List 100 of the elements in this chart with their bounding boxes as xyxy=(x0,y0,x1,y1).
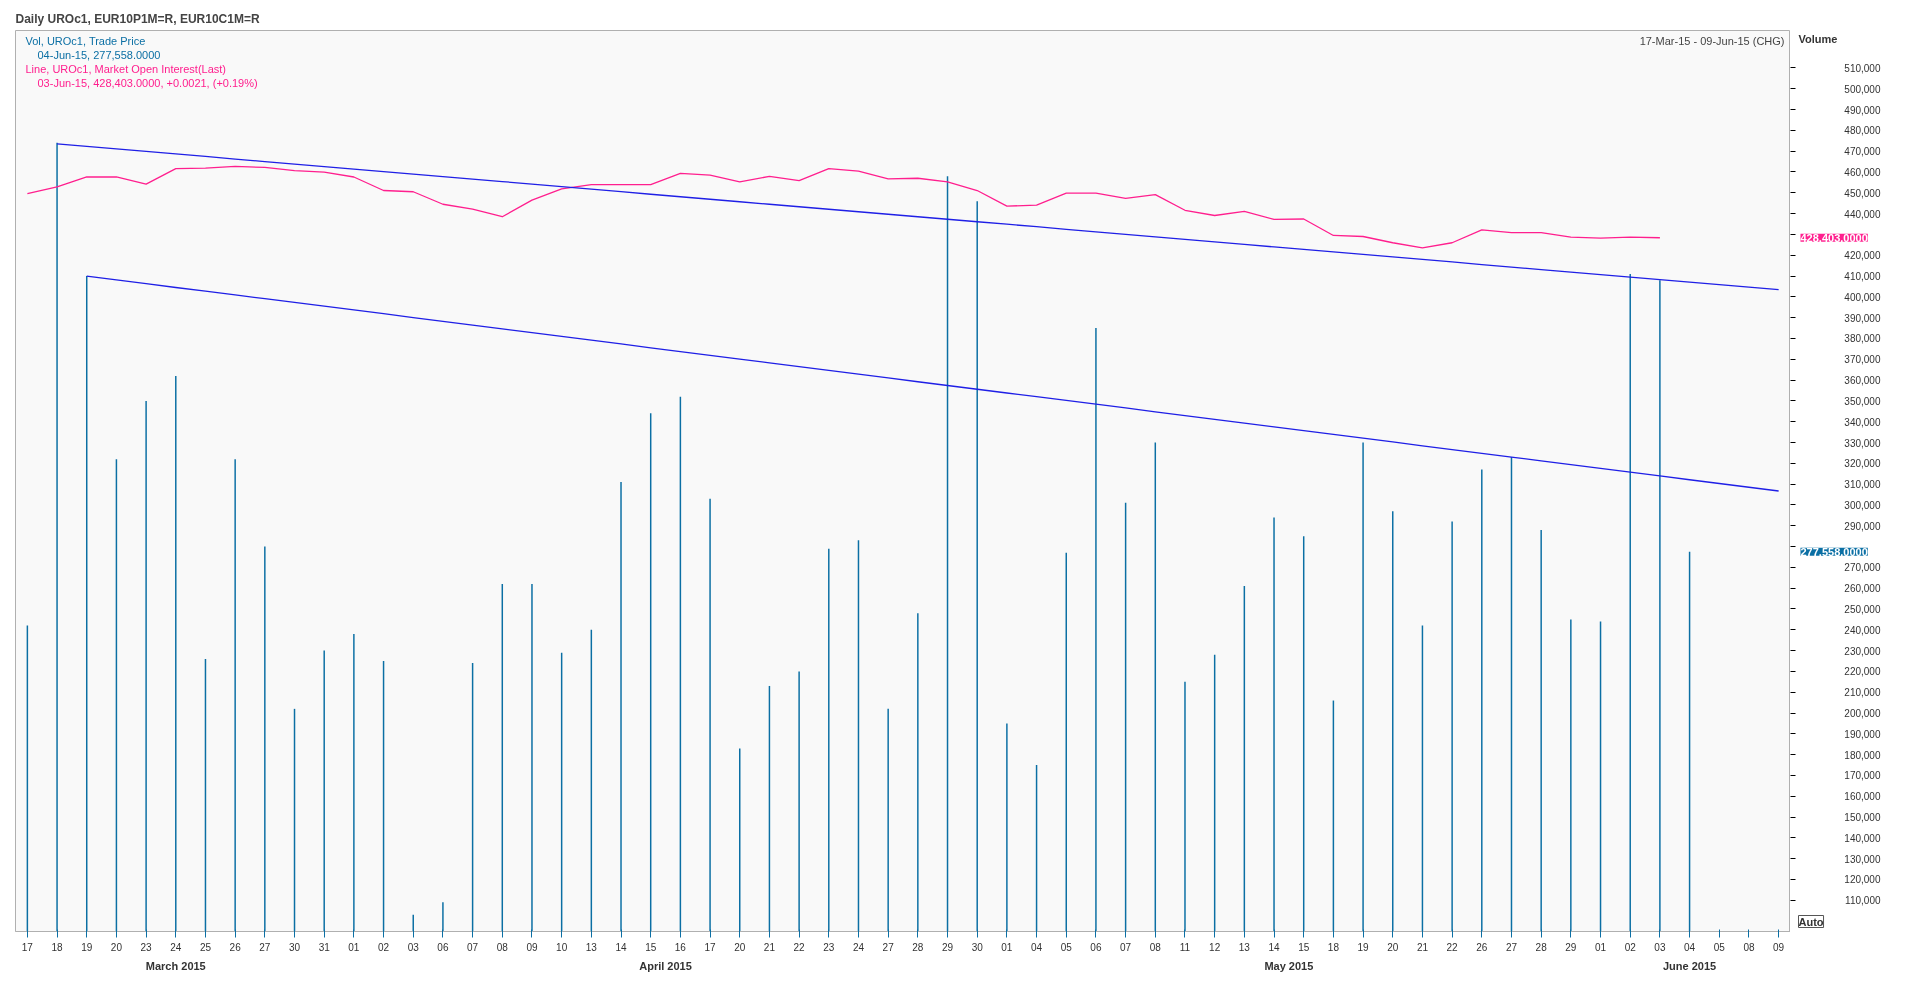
y-tick-label: 190,000 xyxy=(1844,728,1881,740)
y-tick-label: 380,000 xyxy=(1844,333,1881,345)
y-tick-label: 250,000 xyxy=(1844,603,1881,615)
x-tick-label: 19 xyxy=(1357,941,1370,953)
x-tick-label: 23 xyxy=(823,941,835,953)
x-tick-label: 02 xyxy=(378,941,390,953)
x-tick-label: 17 xyxy=(704,941,717,953)
y-tick-label: 480,000 xyxy=(1844,125,1881,137)
x-tick-label: 03 xyxy=(407,941,420,953)
y-tick-label: 200,000 xyxy=(1844,708,1881,720)
x-tick-label: 30 xyxy=(971,941,984,953)
y-tick-label: 150,000 xyxy=(1844,812,1881,824)
x-tick-label: 14 xyxy=(1268,941,1281,953)
y-tick-label: 300,000 xyxy=(1844,499,1881,511)
x-tick-label: 26 xyxy=(229,941,242,953)
x-tick-label: 10 xyxy=(556,941,568,953)
line-series xyxy=(26,165,1661,249)
x-tick-label: 02 xyxy=(1624,941,1637,953)
x-tick-label: 22 xyxy=(1446,941,1459,953)
y-tick-label: 350,000 xyxy=(1844,395,1881,407)
text: March 2015 xyxy=(145,959,206,972)
x-tick-label: 21 xyxy=(1416,941,1429,953)
y-tick-label: 360,000 xyxy=(1844,375,1881,387)
x-tick-label: 17 xyxy=(21,941,34,953)
annotation: 04-Jun-15, 277,558.0000 xyxy=(37,48,161,61)
x-tick-label: 26 xyxy=(1476,941,1488,953)
y-tick-label: 450,000 xyxy=(1844,187,1881,199)
x-tick-label: 04 xyxy=(1684,941,1696,953)
y-tick-label: 210,000 xyxy=(1844,687,1881,699)
text: May 2015 xyxy=(1264,959,1314,972)
y-tick-label: 410,000 xyxy=(1844,271,1881,283)
y-tick-label: 510,000 xyxy=(1844,62,1881,74)
x-tick-label: 27 xyxy=(259,941,271,953)
x-tick-label: 15 xyxy=(1298,941,1310,953)
x-tick-label: 20 xyxy=(110,941,123,953)
x-tick-label: 01 xyxy=(1594,941,1607,953)
x-tick-label: 01 xyxy=(348,941,360,953)
x-tick-label: 29 xyxy=(941,941,954,953)
x-tick-label: 21 xyxy=(763,941,776,953)
y-tick-label: 260,000 xyxy=(1844,583,1881,595)
x-tick-label: 24 xyxy=(170,941,182,953)
y-tick-label: 320,000 xyxy=(1844,458,1881,470)
chart-subtitle: 17-Mar-15 - 09-Jun-15 (CHG) xyxy=(1639,34,1785,47)
x-tick-label: 03 xyxy=(1654,941,1666,953)
y-axis-title: Volume xyxy=(1798,32,1838,45)
y-tick-label: 120,000 xyxy=(1844,874,1881,886)
x-tick-label: 18 xyxy=(1327,941,1340,953)
x-tick-label: 27 xyxy=(882,941,895,953)
x-tick-label: 18 xyxy=(51,941,64,953)
x-tick-label: 04 xyxy=(1031,941,1043,953)
x-tick-label: 01 xyxy=(1001,941,1013,953)
annotation: 03-Jun-15, 428,403.0000, +0.0021, (+0.19%) xyxy=(37,76,258,89)
line-series xyxy=(86,275,1780,492)
text: June 2015 xyxy=(1662,959,1717,972)
x-tick-label: 16 xyxy=(674,941,687,953)
y-tick-label: 140,000 xyxy=(1844,832,1881,844)
y-tick-label: 240,000 xyxy=(1844,624,1881,636)
y-tick-label: 180,000 xyxy=(1844,749,1881,761)
x-tick-label: 06 xyxy=(1090,941,1102,953)
text: April 2015 xyxy=(639,959,692,972)
y-tick-label: 470,000 xyxy=(1844,146,1881,158)
x-tick-label: 15 xyxy=(645,941,657,953)
x-tick-label: 28 xyxy=(912,941,924,953)
x-tick-label: 14 xyxy=(615,941,628,953)
y-tick-label: 390,000 xyxy=(1844,312,1881,324)
x-tick-label: 05 xyxy=(1713,941,1726,953)
y-tick-label: 130,000 xyxy=(1844,853,1881,865)
x-tick-label: 07 xyxy=(1120,941,1132,953)
y-tick-label: 500,000 xyxy=(1844,83,1881,95)
text: 428,403.0000 xyxy=(1800,231,1868,244)
y-tick-label: 170,000 xyxy=(1844,770,1881,782)
x-tick-label: 13 xyxy=(585,941,598,953)
y-tick-label: 110,000 xyxy=(1845,895,1881,907)
x-tick-label: 23 xyxy=(140,941,153,953)
x-tick-label: 30 xyxy=(288,941,301,953)
text: Vol, UROc1, Trade Price xyxy=(25,34,146,47)
y-tick-label: 370,000 xyxy=(1844,354,1881,366)
x-tick-label: 08 xyxy=(1743,941,1755,953)
y-tick-label: 160,000 xyxy=(1844,791,1881,803)
x-tick-label: 11 xyxy=(1179,941,1191,953)
y-tick-label: 290,000 xyxy=(1844,520,1881,532)
x-tick-label: 24 xyxy=(852,941,865,953)
x-tick-label: 20 xyxy=(1387,941,1399,953)
text: Auto xyxy=(1798,915,1824,928)
x-tick-label: 29 xyxy=(1565,941,1577,953)
y-tick-label: 220,000 xyxy=(1844,666,1881,678)
x-tick-label: 06 xyxy=(437,941,449,953)
y-tick-label: 310,000 xyxy=(1844,479,1881,491)
y-tick-label: 420,000 xyxy=(1844,250,1881,262)
chart-title: Daily UROc1, EUR10P1M=R, EUR10C1M=R xyxy=(15,11,260,26)
x-tick-label: 08 xyxy=(496,941,509,953)
x-tick-label: 19 xyxy=(81,941,93,953)
x-tick-label: 07 xyxy=(467,941,479,953)
text: 277,558.0000 xyxy=(1800,545,1868,558)
y-tick-label: 490,000 xyxy=(1844,104,1881,116)
x-tick-label: 31 xyxy=(318,941,331,953)
y-tick-label: 230,000 xyxy=(1844,645,1881,657)
x-tick-label: 05 xyxy=(1060,941,1073,953)
x-tick-label: 13 xyxy=(1238,941,1251,953)
y-tick-label: 400,000 xyxy=(1844,291,1881,303)
